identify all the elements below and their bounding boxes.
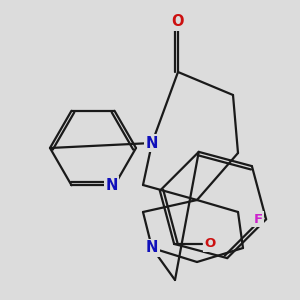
Text: O: O [172,14,184,29]
Text: N: N [146,136,158,151]
Text: O: O [205,237,216,250]
Text: F: F [254,213,263,226]
Text: N: N [146,241,158,256]
Text: N: N [105,178,118,193]
